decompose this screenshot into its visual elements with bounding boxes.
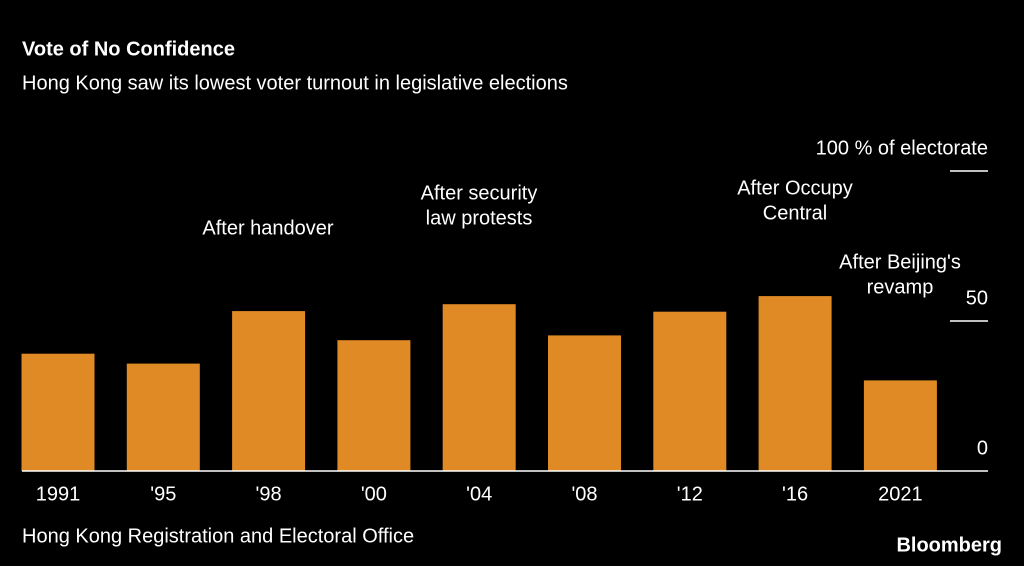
bar [232,311,306,471]
bar [337,340,411,471]
x-tick-label: '08 [571,483,597,505]
bar [442,304,516,471]
x-tick-label: '04 [466,483,492,505]
y-tick-label: 0 [977,437,988,459]
annotation: law protests [426,207,533,229]
x-tick-label: 2021 [878,483,923,505]
logo: Bloomberg [896,534,1002,556]
x-tick-label: '95 [150,483,176,505]
chart-subtitle: Hong Kong saw its lowest voter turnout i… [22,72,568,94]
x-tick-label: '98 [256,483,282,505]
x-tick-label: '16 [782,483,808,505]
bar [863,380,937,471]
annotation: After Beijing's [839,251,961,273]
bar [126,363,200,471]
bar [21,353,95,471]
bar [653,311,727,471]
x-tick-label: 1991 [36,483,81,505]
chart-title: Vote of No Confidence [22,38,235,60]
y-tick-label: 50 [966,287,988,309]
y-tick-label: 100 % of electorate [816,137,988,159]
annotation: Central [763,202,827,224]
annotation: After security [421,182,538,204]
bar [548,335,621,471]
annotation: After handover [202,217,334,239]
annotation: After Occupy [737,177,853,199]
x-tick-label: '12 [677,483,703,505]
x-tick-label: '00 [361,483,387,505]
source: Hong Kong Registration and Electoral Off… [22,525,414,547]
annotation: revamp [867,276,934,298]
bar [758,296,832,471]
